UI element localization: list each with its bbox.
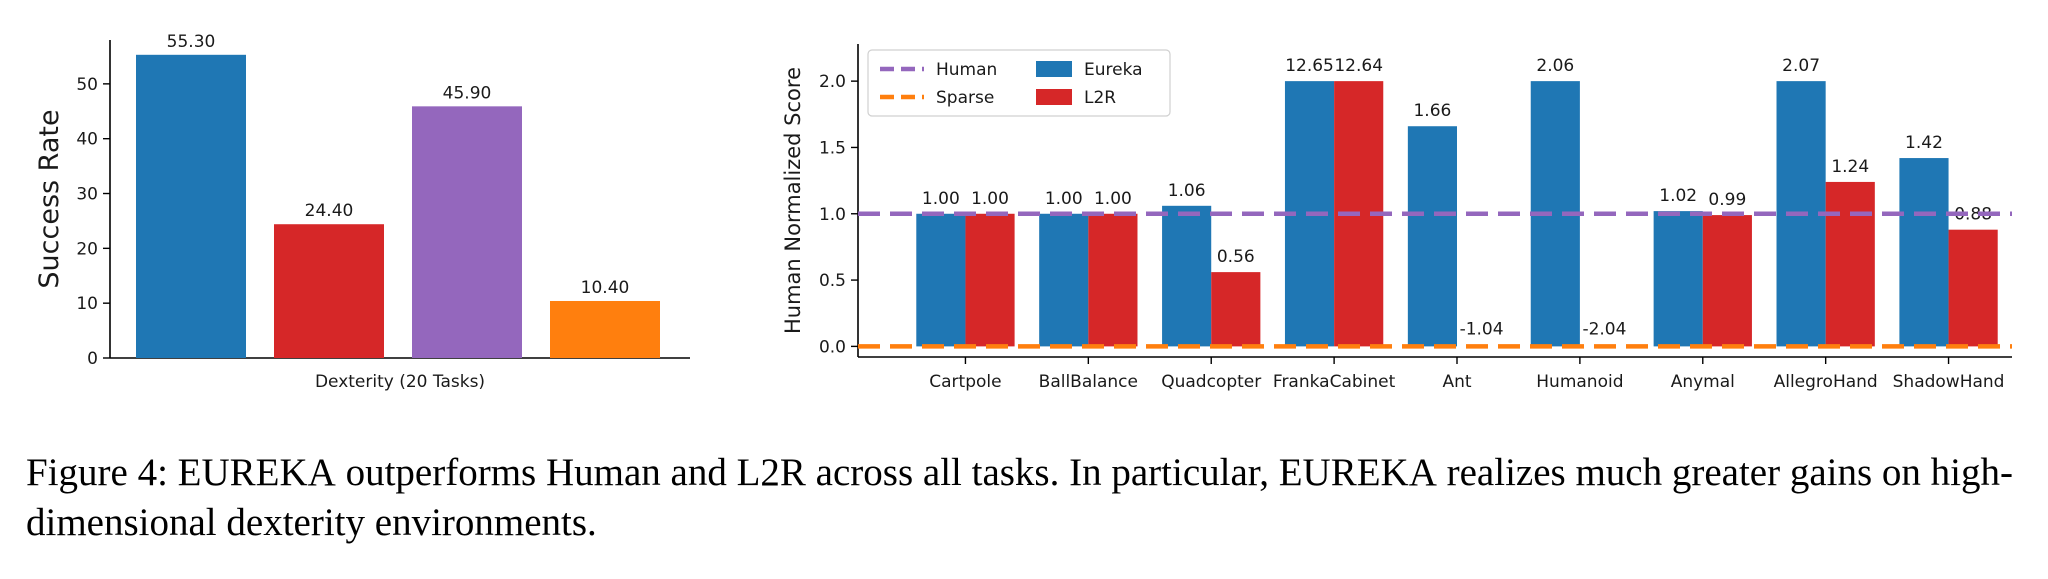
bar-value-label-l2r: 0.88 [1954, 205, 1992, 225]
caption-eureka-e: E [177, 451, 202, 494]
bar-value-label: 24.40 [305, 201, 354, 221]
x-tick-label: FrankaCabinet [1273, 372, 1396, 392]
x-tick-label: BallBalance [1039, 372, 1138, 392]
bar-value-label-eureka: 2.07 [1782, 56, 1820, 76]
y-tick-label: 0 [87, 349, 98, 369]
legend-frame [867, 49, 1171, 117]
human-normalized-score-chart: 0.0 0.5 1.0 1.5 2.0 Cartpole 1.00 1.00 BallBalan… [781, 44, 2012, 392]
bar [550, 300, 660, 358]
x-axis-label: Dexterity (20 Tasks) [315, 372, 485, 392]
legend-label: Human [936, 60, 997, 80]
bar-l2r [1948, 229, 1998, 347]
dexterity-success-rate-chart: 0 10 20 30 40 50 55.30 24.40 45.90 10.40 Dexterity… [34, 32, 690, 392]
bar-eureka [1407, 126, 1457, 347]
legend-swatch [1036, 61, 1072, 77]
legend-label: L2R [1084, 88, 1116, 108]
bar-value-label: 45.90 [443, 83, 492, 103]
bar-eureka [1039, 213, 1089, 347]
y-tick-label: 30 [76, 185, 98, 205]
figure-caption: Figure 4: EUREKA outperforms Human and L… [26, 448, 2026, 548]
x-tick-label: Humanoid [1536, 372, 1623, 392]
bar-value-label: 10.40 [581, 278, 630, 298]
bar-value-label-eureka: 1.02 [1659, 186, 1697, 206]
bar-value-label-eureka: 2.06 [1536, 56, 1574, 76]
y-axis-label: Success Rate [34, 109, 65, 288]
y-tick-label: 1.0 [819, 205, 846, 225]
bar-eureka [916, 213, 966, 347]
caption-text-1: outperforms Human and L2R across all tas… [335, 451, 1279, 494]
y-tick-label: 40 [76, 130, 98, 150]
bar-value-label-l2r: 0.99 [1708, 190, 1746, 210]
legend-swatch [1036, 89, 1072, 105]
y-axis-label: Human Normalized Score [781, 67, 805, 334]
legend-label: Sparse [936, 88, 994, 108]
y-tick-label: 20 [76, 239, 98, 259]
bar [412, 106, 522, 359]
bar-value-label-eureka: 1.00 [1045, 189, 1083, 209]
y-tick-label: 1.5 [819, 138, 846, 158]
y-tick-label: 2.0 [819, 72, 846, 92]
bar-value-label: 55.30 [167, 32, 216, 52]
x-tick-label: AllegroHand [1774, 372, 1878, 392]
bar-l2r [1211, 272, 1261, 347]
bar-value-label-eureka: 1.66 [1413, 101, 1451, 121]
bar-value-label-l2r: 0.56 [1217, 247, 1255, 267]
caption-eureka-rest-2: UREKA [1302, 451, 1437, 494]
bar-l2r [1702, 215, 1752, 347]
x-tick-label: Ant [1442, 372, 1471, 392]
bar-value-label-l2r: 1.00 [1094, 189, 1132, 209]
bar-value-label-eureka: 1.00 [922, 189, 960, 209]
bar-eureka [1899, 158, 1949, 347]
bar-l2r [965, 213, 1015, 347]
y-tick-label: 10 [76, 294, 98, 314]
figure-4: 0 10 20 30 40 50 55.30 24.40 45.90 10.40 Dexterity… [34, 32, 2012, 392]
bar-l2r [1088, 213, 1138, 347]
x-tick-label: Cartpole [929, 372, 1001, 392]
bar-eureka [1162, 205, 1212, 347]
bar [136, 54, 246, 359]
bar-value-label-eureka: 1.06 [1168, 181, 1206, 201]
bar-value-label-eureka: 1.42 [1905, 133, 1943, 153]
bar-value-label-l2r: -1.04 [1460, 319, 1504, 339]
legend-label: Eureka [1084, 60, 1143, 80]
y-tick-label: 0.5 [819, 271, 846, 291]
x-tick-label: Quadcopter [1161, 372, 1261, 392]
legend: Human Sparse Eureka L2R [867, 49, 1171, 117]
bar-value-label-eureka: 12.65 [1285, 56, 1334, 76]
caption-figure-label: Figure 4: [26, 451, 168, 494]
x-tick-label: ShadowHand [1893, 372, 2005, 392]
caption-text-2: realizes much greater gains on high-dime… [26, 451, 2013, 544]
bar-value-label-l2r: 12.64 [1334, 56, 1383, 76]
bar-value-label-l2r: 1.24 [1831, 157, 1869, 177]
bar-value-label-l2r: -2.04 [1582, 319, 1626, 339]
y-tick-label: 0.0 [819, 337, 846, 357]
bar [274, 224, 384, 358]
bar-l2r [1825, 181, 1875, 347]
caption-eureka-e-2: E [1278, 451, 1303, 494]
bar-value-label-l2r: 1.00 [971, 189, 1009, 209]
y-tick-label: 50 [76, 75, 98, 95]
x-tick-label: Anymal [1671, 372, 1735, 392]
bar-eureka [1653, 211, 1703, 347]
caption-eureka-rest: UREKA [201, 451, 336, 494]
